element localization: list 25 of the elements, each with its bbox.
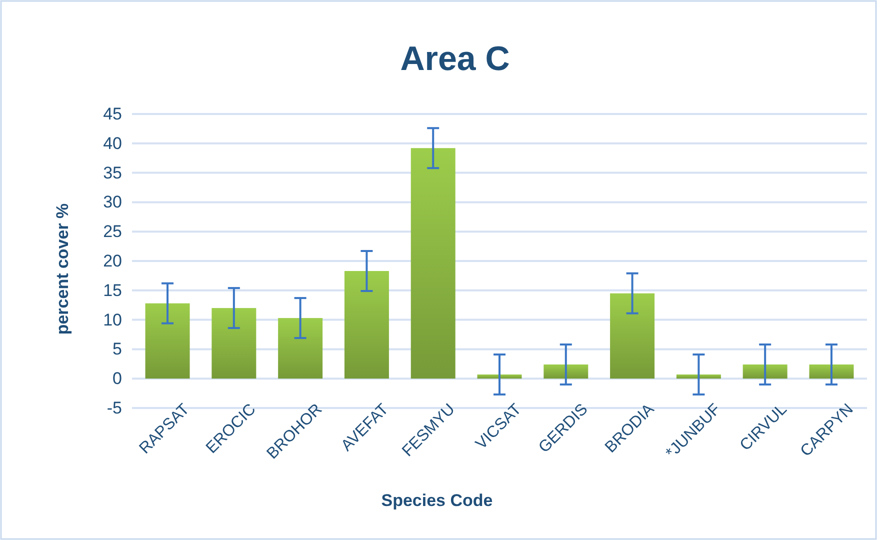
bar (212, 308, 256, 379)
bar (610, 293, 655, 379)
y-tick-label: 5 (112, 340, 122, 359)
y-tick-label: 0 (112, 369, 122, 388)
y-tick-label: 15 (103, 280, 122, 300)
y-tick-label: 45 (103, 104, 122, 124)
chart-title: Area C (400, 40, 510, 78)
x-axis-title: Species Code (381, 491, 493, 510)
bar (676, 374, 721, 379)
bar (278, 318, 323, 379)
y-axis-title: percent cover % (53, 203, 72, 335)
y-tick-label: -5 (106, 398, 122, 418)
bar (742, 364, 788, 379)
bar (477, 374, 522, 379)
bar (410, 148, 456, 379)
y-tick-label: 10 (103, 310, 122, 330)
y-tick-label: 25 (103, 222, 122, 242)
y-tick-label: 35 (103, 163, 122, 182)
bar (809, 364, 854, 379)
y-tick-label: 30 (103, 192, 122, 212)
bar (544, 364, 588, 379)
bar (344, 270, 389, 379)
bar (145, 303, 190, 379)
y-tick-label: 40 (103, 134, 122, 153)
y-tick-label: 20 (103, 251, 122, 270)
